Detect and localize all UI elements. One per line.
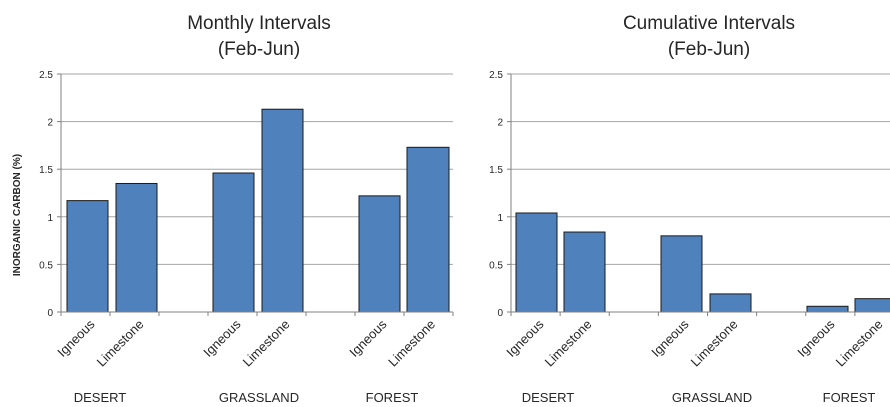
bar [709,293,752,313]
y-tick-label: 1 [497,213,503,224]
x-tick-label: Limestone [688,317,741,370]
y-tick-label: 0.5 [489,260,503,271]
x-tick-label: Igneous [794,316,838,360]
y-tick-label: 2.5 [39,70,53,81]
y-tick-label: 1.5 [489,165,503,176]
bars [66,108,450,313]
bar [854,298,890,313]
bar [406,146,450,313]
y-tick-label: 0 [497,308,503,319]
group-labels: DESERT GRASSLAND FOREST [522,390,876,405]
x-tick-label: Igneous [54,316,98,360]
y-tick-label: 0.5 [39,260,53,271]
group-label: GRASSLAND [672,390,752,405]
x-tick-label: Limestone [240,317,293,370]
chart-title-line1: Cumulative Intervals [623,13,795,34]
y-tick-labels: 0 0.5 1 1.5 2 2.5 [489,70,503,319]
group-label: GRASSLAND [219,390,299,405]
x-tick-label: Limestone [542,317,595,370]
y-tick-label: 1.5 [39,165,53,176]
bar [115,182,158,313]
axes [57,73,454,316]
x-tick-label: Igneous [200,316,244,360]
x-tick-label: Limestone [833,317,886,370]
chart-title-line1: Monthly Intervals [187,13,331,34]
group-label: FOREST [823,390,876,405]
x-tick-label: Limestone [94,317,147,370]
chart-monthly: Monthly Intervals (Feb-Jun) INORGANIC CA… [12,13,454,405]
axes [507,73,890,316]
y-tick-label: 1 [47,213,53,224]
group-label: FOREST [366,390,419,405]
chart-cumulative: Cumulative Intervals (Feb-Jun) 0 0.5 1 1.5 2… [489,13,890,405]
bar [261,108,304,313]
bar [806,305,849,313]
bar [563,231,606,313]
bar [212,172,255,313]
gridlines [511,73,890,265]
bar [660,235,703,313]
bars [515,212,890,313]
group-label: DESERT [522,390,575,405]
y-tick-label: 2.5 [489,70,503,81]
y-tick-label: 0 [47,308,53,319]
y-tick-labels: 0 0.5 1 1.5 2 2.5 [39,70,53,319]
y-axis-label: INORGANIC CARBON (%) [12,154,23,276]
group-labels: DESERT GRASSLAND FOREST [74,390,419,405]
x-tick-label: Limestone [385,317,438,370]
bar [358,195,401,313]
chart-title-line2: (Feb-Jun) [668,39,750,60]
chart-title-line2: (Feb-Jun) [218,39,300,60]
group-label: DESERT [74,390,127,405]
bar [66,200,109,313]
x-tick-label: Igneous [346,316,390,360]
bar [515,212,558,313]
x-tick-label: Igneous [648,316,692,360]
y-tick-label: 2 [47,118,53,129]
x-tick-label: Igneous [503,316,547,360]
y-tick-label: 2 [497,118,503,129]
